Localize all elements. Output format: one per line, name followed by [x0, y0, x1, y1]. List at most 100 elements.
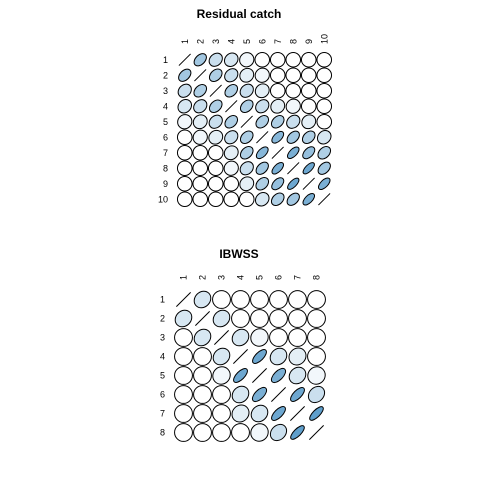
- residual-catch-diagonal-10: [318, 193, 331, 206]
- residual-catch-cell-7-10: [317, 145, 332, 160]
- ibwss-cell-7-6: [271, 406, 286, 421]
- residual-catch-cell-4-5: [239, 99, 254, 114]
- ibwss-diagonal-4: [233, 349, 248, 364]
- residual-catch-cell-8-1: [176, 160, 193, 177]
- residual-catch-cell-6-2: [192, 129, 208, 145]
- ibwss-cells: 1 2 3 4 5 6 7 8 1 2 3 4 5 6 7 8: [160, 275, 326, 442]
- residual-catch-cell-2-10: [316, 67, 333, 84]
- ibwss-cell-6-4: [231, 385, 250, 404]
- residual-catch-diagonal-1: [178, 53, 191, 66]
- residual-catch-cell-6-1: [176, 129, 193, 146]
- residual-catch-cell-5-8: [286, 114, 301, 129]
- ibwss-col-label-2: 2: [198, 275, 208, 280]
- ibwss-cell-5-7: [288, 366, 307, 385]
- ibwss-cell-3-4: [231, 328, 250, 347]
- residual-catch-cell-5-7: [270, 114, 285, 129]
- residual-catch-cell-10-7: [270, 192, 285, 207]
- residual-catch-cell-3-2: [193, 83, 208, 98]
- residual-catch-cell-3-4: [224, 83, 239, 98]
- residual-catch-cell-9-1: [176, 175, 193, 192]
- ibwss-col-label-4: 4: [236, 275, 246, 280]
- residual-catch-cell-9-3: [207, 175, 224, 192]
- ibwss-cell-2-5: [250, 309, 269, 328]
- residual-catch-cell-8-9: [302, 162, 315, 175]
- residual-catch-cell-2-8: [285, 67, 302, 84]
- residual-catch-cell-7-5: [239, 145, 254, 160]
- ibwss-cell-4-3: [212, 347, 231, 366]
- ibwss-cell-3-5: [250, 328, 269, 347]
- ibwss-diagonal-3: [214, 330, 229, 345]
- residual-catch-cell-8-10: [317, 161, 331, 175]
- ibwss-cell-1-6: [269, 290, 288, 309]
- residual-catch-row-label-7: 7: [163, 148, 168, 158]
- residual-catch-cell-7-8: [286, 146, 300, 160]
- residual-catch-cell-9-6: [255, 176, 270, 191]
- residual-catch-col-label-8: 8: [288, 39, 298, 44]
- residual-catch-cell-1-8: [285, 51, 302, 68]
- residual-catch-cell-10-3: [207, 191, 224, 208]
- ibwss-cell-2-4: [231, 309, 250, 328]
- ibwss-row-label-6: 6: [160, 390, 165, 400]
- ibwss-cell-7-5: [250, 404, 269, 423]
- ibwss-col-label-8: 8: [312, 275, 322, 280]
- residual-catch-cell-6-7: [271, 130, 285, 144]
- ibwss-diagonal-6: [271, 387, 286, 402]
- residual-catch-cell-6-8: [286, 130, 300, 144]
- ibwss-cell-5-6: [270, 367, 287, 384]
- residual-catch-cell-4-6: [255, 99, 270, 114]
- ibwss-row-label-1: 1: [160, 295, 165, 305]
- residual-catch-cell-4-10: [316, 98, 333, 115]
- ibwss-row-label-5: 5: [160, 371, 165, 381]
- residual-catch-cell-5-10: [316, 113, 333, 130]
- ibwss-cell-4-7: [288, 347, 307, 366]
- residual-catch-col-label-1: 1: [180, 39, 190, 44]
- residual-catch-row-label-2: 2: [163, 70, 168, 80]
- ibwss-cell-5-8: [307, 366, 326, 385]
- ibwss-cell-7-4: [231, 404, 250, 423]
- residual-catch-diagonal-3: [209, 84, 222, 97]
- ibwss-cell-2-1: [174, 309, 193, 328]
- ibwss-diagonal-7: [290, 406, 305, 421]
- chart-title-residual-catch: Residual catch: [197, 7, 282, 21]
- residual-catch-col-label-6: 6: [257, 39, 267, 44]
- residual-catch-cell-10-5: [238, 191, 255, 208]
- residual-catch-diagonal-5: [240, 115, 253, 128]
- residual-catch-cell-1-3: [208, 52, 223, 67]
- residual-catch-cell-8-2: [192, 160, 209, 177]
- ibwss-cell-1-5: [250, 290, 269, 309]
- residual-catch-cell-3-6: [254, 83, 270, 99]
- ibwss-col-label-1: 1: [179, 275, 189, 280]
- residual-catch-cell-2-5: [239, 67, 255, 83]
- ibwss-cell-7-3: [212, 404, 231, 423]
- residual-catch-cell-10-8: [286, 192, 300, 206]
- residual-catch-cell-7-4: [223, 145, 239, 161]
- residual-catch-cell-2-9: [300, 67, 317, 84]
- residual-catch-cell-9-8: [287, 177, 300, 190]
- residual-catch-col-label-2: 2: [195, 39, 205, 44]
- ibwss-cell-3-1: [174, 328, 193, 347]
- residual-catch-col-label-10: 10: [319, 34, 329, 44]
- residual-catch-cell-10-6: [254, 191, 270, 207]
- residual-catch-diagonal-4: [225, 100, 238, 113]
- ibwss-cell-4-1: [174, 347, 193, 366]
- residual-catch-cell-3-8: [285, 82, 302, 99]
- ibwss-cell-2-3: [212, 309, 231, 328]
- residual-catch-diagonal-6: [256, 131, 269, 144]
- ibwss-cell-6-8: [307, 385, 326, 404]
- ibwss-col-label-7: 7: [293, 275, 303, 280]
- ibwss-col-label-5: 5: [255, 275, 265, 280]
- residual-catch-cell-2-4: [224, 68, 239, 83]
- ibwss-cell-5-1: [174, 366, 193, 385]
- residual-catch-cell-7-1: [176, 144, 193, 161]
- residual-catch-cell-5-2: [192, 114, 208, 130]
- ibwss-cell-7-1: [174, 404, 193, 423]
- residual-catch-cell-3-1: [177, 83, 192, 98]
- residual-catch-cell-8-3: [207, 160, 224, 177]
- residual-catch-cell-5-4: [224, 114, 239, 129]
- residual-catch-cell-6-10: [316, 129, 332, 145]
- residual-catch-cell-8-7: [271, 161, 285, 175]
- residual-catch-cell-3-9: [300, 82, 317, 99]
- ibwss-cell-6-5: [251, 386, 268, 403]
- ibwss-cell-8-2: [193, 423, 212, 442]
